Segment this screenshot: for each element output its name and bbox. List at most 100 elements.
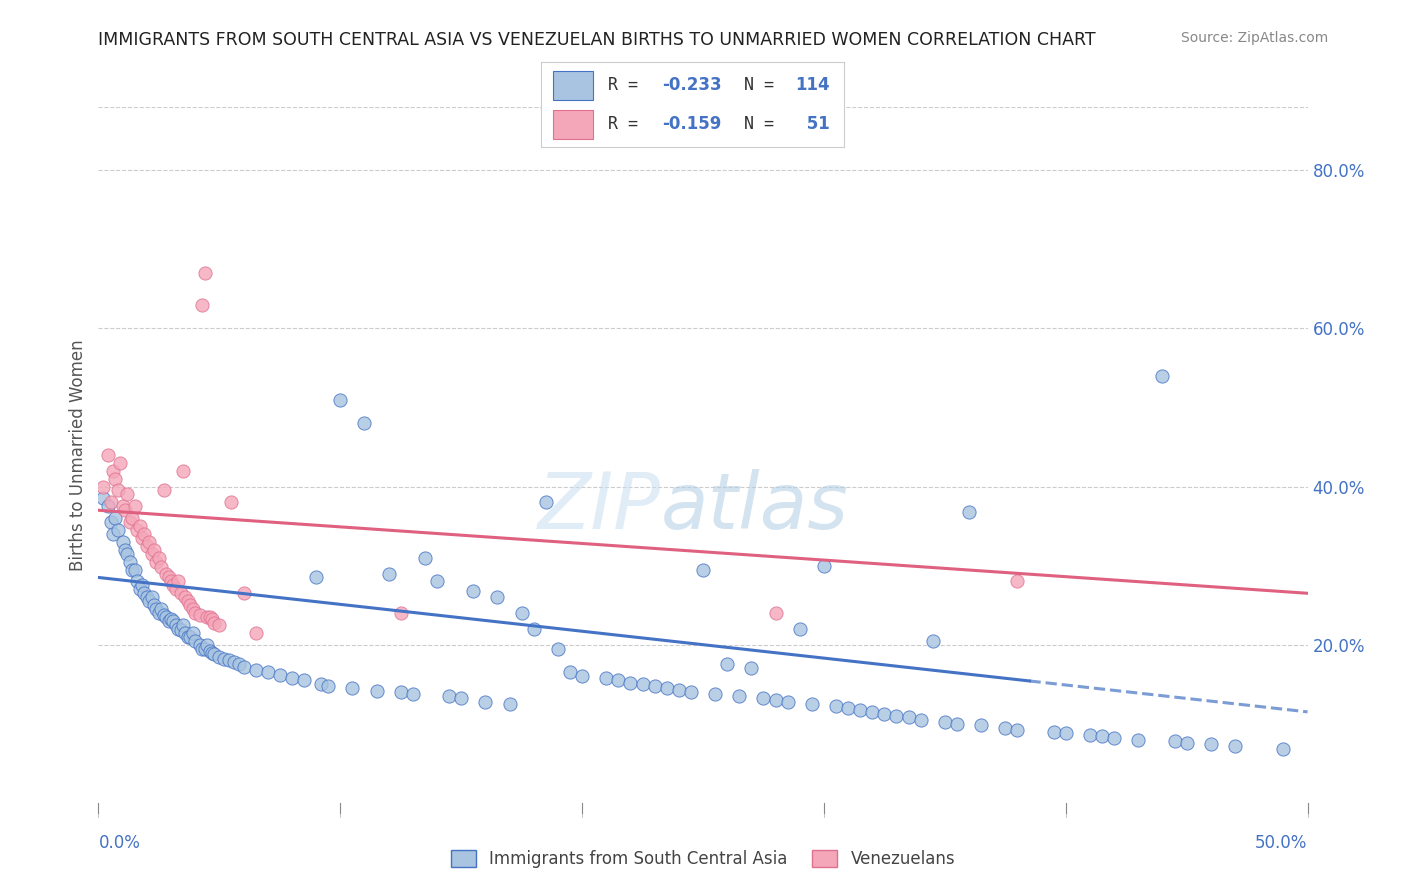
Point: [148, 550, 170, 565]
Point: [309, 677, 332, 691]
Point: [114, 503, 136, 517]
Point: [148, 606, 170, 620]
Point: [752, 690, 775, 705]
Point: [143, 598, 166, 612]
Point: [208, 649, 231, 664]
Point: [152, 483, 174, 498]
Point: [117, 487, 139, 501]
Point: [152, 607, 174, 622]
Point: [172, 618, 194, 632]
Point: [789, 622, 811, 636]
Point: [124, 563, 146, 577]
Point: [157, 570, 180, 584]
Point: [195, 638, 218, 652]
Point: [162, 614, 184, 628]
Point: [150, 560, 173, 574]
Point: [104, 511, 127, 525]
Point: [1091, 730, 1114, 744]
Point: [194, 641, 217, 656]
Point: [1223, 739, 1246, 753]
Point: [946, 716, 969, 731]
Point: [644, 679, 666, 693]
Point: [728, 689, 751, 703]
Point: [232, 660, 254, 674]
Point: [212, 652, 235, 666]
Point: [534, 495, 557, 509]
Text: Source: ZipAtlas.com: Source: ZipAtlas.com: [1181, 31, 1329, 45]
Point: [104, 472, 127, 486]
Text: 0.0%: 0.0%: [98, 834, 141, 852]
Text: 114: 114: [796, 77, 830, 95]
Point: [994, 721, 1017, 735]
Point: [474, 695, 496, 709]
Point: [135, 539, 157, 553]
Point: [165, 582, 187, 597]
Point: [426, 574, 449, 589]
Point: [121, 563, 143, 577]
Point: [619, 675, 641, 690]
Point: [174, 591, 197, 605]
Point: [329, 392, 352, 407]
Point: [655, 681, 678, 695]
Point: [141, 547, 163, 561]
Point: [127, 523, 149, 537]
Point: [437, 689, 460, 703]
Text: R =: R =: [607, 115, 648, 133]
Point: [631, 677, 654, 691]
Point: [101, 464, 124, 478]
Point: [1272, 742, 1295, 756]
Point: [97, 500, 120, 514]
Point: [188, 607, 211, 622]
Point: [402, 687, 425, 701]
Point: [765, 606, 787, 620]
Point: [970, 718, 993, 732]
Point: [269, 667, 291, 681]
Point: [1152, 368, 1174, 383]
Point: [118, 515, 141, 529]
Point: [160, 574, 183, 589]
Point: [184, 606, 207, 620]
Point: [413, 550, 436, 565]
Point: [776, 695, 799, 709]
Point: [111, 500, 134, 514]
Point: [692, 563, 714, 577]
Point: [1007, 574, 1029, 589]
Y-axis label: Births to Unmarried Women: Births to Unmarried Women: [69, 339, 87, 571]
Point: [910, 713, 932, 727]
Point: [450, 691, 472, 706]
Point: [135, 591, 157, 605]
Point: [316, 679, 339, 693]
Point: [813, 558, 835, 573]
Point: [934, 715, 956, 730]
Point: [162, 578, 184, 592]
Point: [179, 598, 201, 612]
Text: N =: N =: [744, 77, 783, 95]
Point: [145, 555, 167, 569]
Point: [1175, 736, 1198, 750]
Point: [281, 671, 304, 685]
Point: [204, 615, 226, 630]
Point: [172, 464, 194, 478]
Text: IMMIGRANTS FROM SOUTH CENTRAL ASIA VS VENEZUELAN BIRTHS TO UNMARRIED WOMEN CORRE: IMMIGRANTS FROM SOUTH CENTRAL ASIA VS VE…: [98, 31, 1097, 49]
Point: [679, 685, 702, 699]
Text: 51: 51: [801, 115, 830, 133]
Point: [114, 542, 136, 557]
FancyBboxPatch shape: [554, 71, 593, 100]
Point: [118, 555, 141, 569]
Point: [222, 655, 245, 669]
Point: [195, 610, 218, 624]
Point: [510, 606, 533, 620]
Point: [228, 657, 250, 672]
Point: [837, 701, 859, 715]
Point: [208, 618, 231, 632]
Point: [1007, 723, 1029, 737]
Point: [547, 641, 569, 656]
Point: [245, 663, 267, 677]
Point: [305, 570, 328, 584]
Point: [155, 610, 177, 624]
Point: [389, 685, 412, 699]
Point: [498, 697, 520, 711]
Point: [177, 594, 200, 608]
Point: [117, 547, 139, 561]
Point: [121, 511, 143, 525]
